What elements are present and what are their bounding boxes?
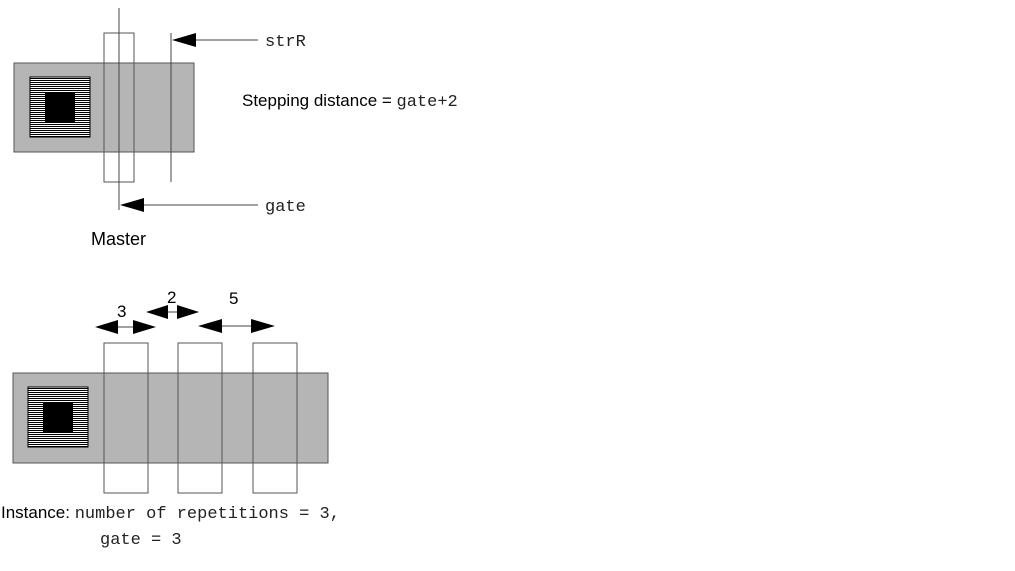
gate-label: gate xyxy=(265,198,306,217)
master-cell: strR Stepping distance = gate+2 gate Mas… xyxy=(13,8,458,249)
dim-space-label: 2 xyxy=(167,288,176,307)
instance-caption-line1: Instance: number of repetitions = 3, xyxy=(1,503,340,524)
contact-icon xyxy=(29,76,91,138)
stepping-distance-prefix: Stepping distance = xyxy=(242,91,397,110)
dim-gate-arrow-icon xyxy=(95,320,156,334)
instance-gate-1 xyxy=(103,342,149,494)
strR-arrow-icon xyxy=(172,33,258,47)
instance-cell: 3 2 5 Instance: number of repetitions = … xyxy=(1,288,340,550)
strR-label: strR xyxy=(265,33,306,52)
instance-prefix: Instance: xyxy=(1,503,75,522)
dim-step-label: 5 xyxy=(229,289,238,308)
stepping-distance-text: Stepping distance = gate+2 xyxy=(242,91,458,112)
instance-gate-3 xyxy=(252,342,298,494)
stepping-distance-value: gate+2 xyxy=(397,93,458,112)
instance-repetitions: number of repetitions = 3, xyxy=(75,505,340,524)
contact-icon xyxy=(27,386,89,448)
dim-step-arrow-icon xyxy=(198,319,275,333)
instance-gate-2 xyxy=(177,342,223,494)
instance-caption-line2: gate = 3 xyxy=(100,531,182,550)
dim-gate-label: 3 xyxy=(117,302,126,321)
master-label: Master xyxy=(91,229,146,249)
dim-space-arrow-icon xyxy=(146,305,199,319)
gate-arrow-icon xyxy=(120,198,258,212)
